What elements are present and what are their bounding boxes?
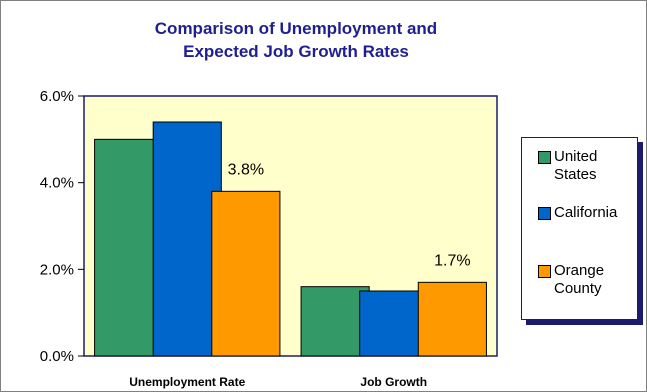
data-label: 1.7% bbox=[434, 252, 470, 269]
y-tick-label: 0.0% bbox=[40, 348, 74, 365]
y-tick-label: 4.0% bbox=[40, 175, 74, 192]
data-label: 3.8% bbox=[228, 161, 264, 178]
legend-label-line: County bbox=[554, 280, 602, 297]
bar-united-states-0 bbox=[94, 138, 164, 357]
bar-california-0 bbox=[152, 121, 222, 357]
legend-swatch-orange-county bbox=[538, 265, 551, 278]
legend-label-united-states: United States bbox=[554, 148, 634, 184]
y-tick-label: 2.0% bbox=[40, 261, 74, 278]
legend-label-line: Orange bbox=[554, 262, 605, 279]
chart-title-line-2: Expected Job Growth Rates bbox=[183, 42, 409, 61]
bar-orange-county-1 bbox=[417, 281, 487, 357]
bar-california-1 bbox=[359, 290, 429, 357]
chart-title-line-1: Comparison of Unemployment and bbox=[154, 19, 438, 38]
legend-label-line: United bbox=[554, 148, 598, 165]
legend-label-line: California bbox=[554, 204, 618, 221]
legend-item-california: California bbox=[538, 204, 634, 222]
legend-item-orange-county: Orange County bbox=[538, 262, 634, 298]
legend: United States California Orange County bbox=[521, 137, 638, 320]
legend-label-orange-county: Orange County bbox=[554, 262, 634, 298]
legend-label-line: States bbox=[554, 166, 597, 183]
legend-swatch-united-states bbox=[538, 151, 551, 164]
bar-united-states-1 bbox=[300, 286, 370, 357]
legend-swatch-california bbox=[538, 207, 551, 220]
bar-orange-county-0 bbox=[211, 190, 281, 357]
legend-item-united-states: United States bbox=[538, 148, 634, 184]
y-tick-label: 6.0% bbox=[40, 88, 74, 105]
legend-label-california: California bbox=[554, 204, 634, 222]
x-category-label: Job Growth bbox=[360, 375, 427, 389]
x-category-label: Unemployment Rate bbox=[129, 375, 245, 389]
